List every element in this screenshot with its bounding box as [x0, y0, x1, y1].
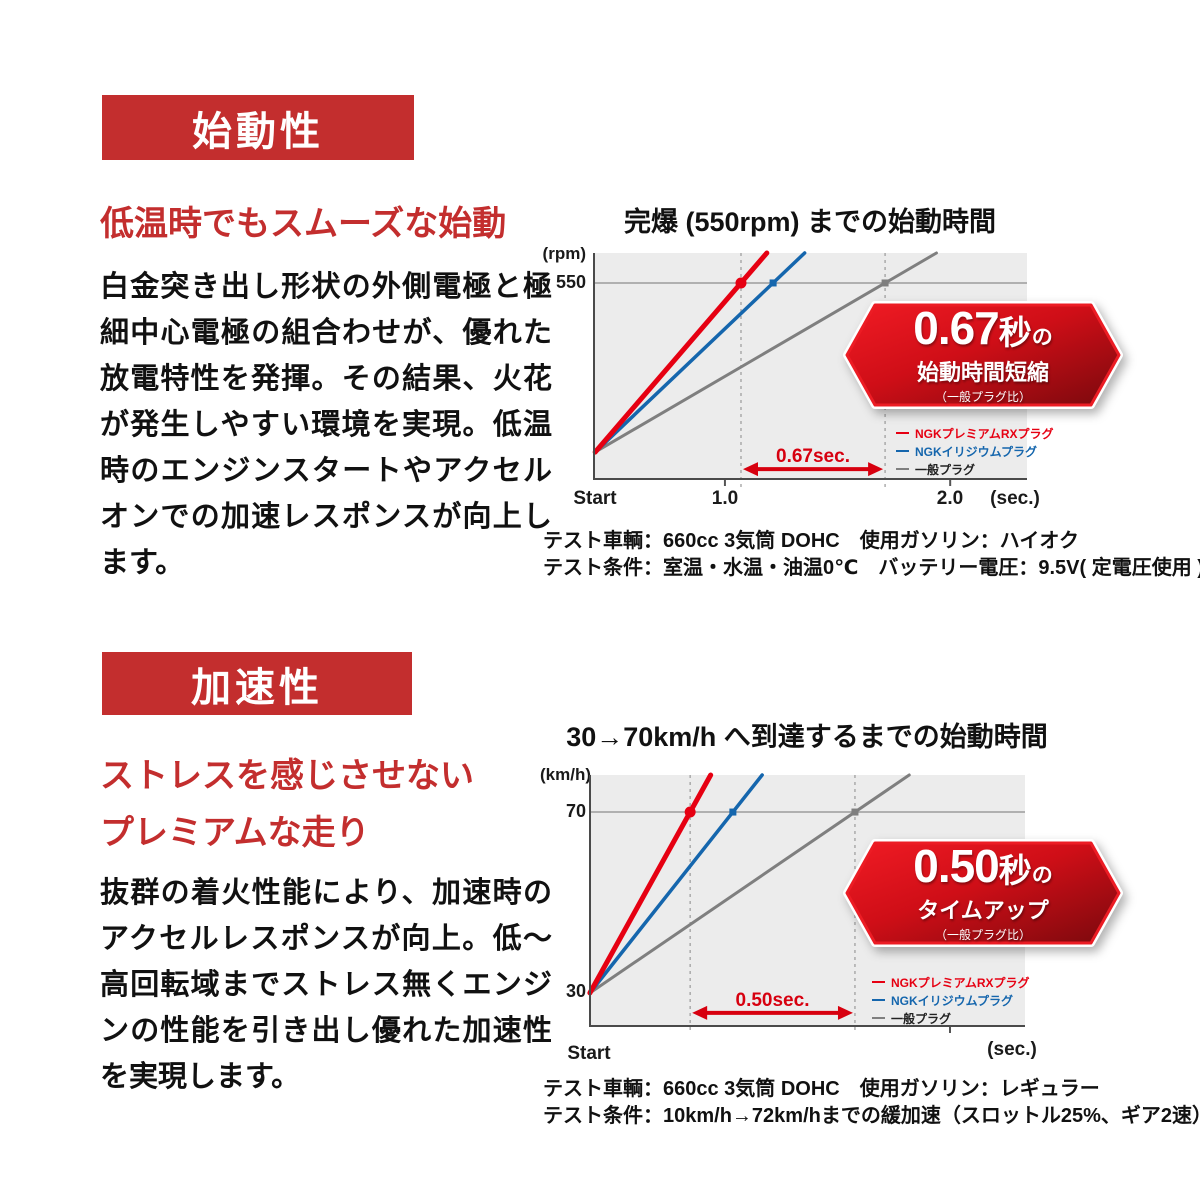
badge-caption: タイムアップ	[917, 897, 1049, 923]
y-axis-tick-70: 70	[565, 801, 586, 821]
legend-line-red	[872, 980, 885, 984]
hexagon-shape	[843, 301, 1123, 409]
legend-line-blue	[896, 449, 909, 453]
acceleration-section-badge: 加速性	[102, 652, 412, 715]
legend-item-standard: 一般プラグ	[872, 1009, 1030, 1027]
chart-canvas	[587, 772, 1025, 1034]
acceleration-chart: 30→70km/h へ到達するまでの始動時間 (km/h) 70 30 0.50…	[540, 715, 1200, 1150]
legend: NGKプレミアムRXプラグ NGKイリジウムプラグ 一般プラグ	[896, 424, 1054, 478]
legend-label: NGKイリジウムプラグ	[891, 993, 1013, 1008]
time-gap-label: 0.67sec.	[776, 446, 850, 467]
legend-label: 一般プラグ	[915, 462, 976, 477]
x-axis-unit: (sec.)	[987, 1039, 1037, 1060]
badge-unit: 秒	[998, 851, 1032, 889]
badge-unit: 秒	[998, 313, 1032, 351]
y-axis-tick-550: 550	[555, 272, 586, 292]
test-vehicle-note: テスト車輌：660cc 3気筒 DOHC 使用ガソリン：レギュラー	[543, 1078, 1100, 1100]
badge-number: 0.67	[913, 301, 1000, 354]
hexagon-shape	[843, 839, 1123, 947]
y-axis-unit: (rpm)	[542, 244, 586, 263]
legend-item-iridium: NGKイリジウムプラグ	[896, 442, 1054, 460]
test-conditions-note: テスト条件：10km/h→72km/hまでの緩加速（スロットル25%、ギア2速）	[543, 1105, 1200, 1127]
startability-description: 白金突き出し形状の外側電極と極細中心電極の組合わせが、優れた放電特性を発揮。その…	[100, 271, 552, 579]
badge-particle: の	[1031, 325, 1053, 349]
startability-heading: 低温時でもスムーズな始動	[100, 205, 507, 243]
legend-line-red	[896, 431, 909, 435]
x-axis-tick-2-0: 2.0	[936, 488, 964, 509]
x-axis-unit: (sec.)	[990, 488, 1040, 509]
badge-note: （一般プラグ比）	[934, 927, 1031, 942]
legend-label: NGKプレミアムRXプラグ	[915, 426, 1054, 441]
x-axis-tick-1-0: 1.0	[711, 488, 739, 509]
startability-chart: 完爆 (550rpm) までの始動時間 (rpm) 550 0.67sec. S…	[540, 200, 1200, 600]
legend-line-blue	[872, 998, 885, 1002]
x-axis-start-label: Start	[567, 1043, 611, 1064]
legend-label: NGKイリジウムプラグ	[915, 444, 1037, 459]
acceleration-heading-line2: プレミアムな走り	[100, 814, 370, 852]
time-gap-label: 0.50sec.	[735, 990, 810, 1011]
badge-text: 0.50 秒の タイムアップ （一般プラグ比）	[843, 837, 1123, 949]
chart-title: 完爆 (550rpm) までの始動時間	[623, 207, 997, 237]
legend-label: NGKプレミアムRXプラグ	[891, 975, 1030, 990]
time-up-badge: 0.50 秒の タイムアップ （一般プラグ比）	[843, 837, 1123, 949]
startability-section-badge: 始動性	[102, 95, 414, 160]
acceleration-description: 抜群の着火性能により、加速時のアクセルレスポンスが向上。低〜高回転域までストレス…	[100, 877, 552, 1093]
x-axis-start-label: Start	[573, 488, 617, 509]
badge-number: 0.50	[913, 839, 1000, 892]
acceleration-heading-line1: ストレスを感じさせない	[100, 757, 474, 795]
badge-caption: 始動時間短縮	[916, 359, 1049, 385]
badge-note: （一般プラグ比）	[934, 389, 1031, 404]
test-conditions-note: テスト条件：室温・水温・油温0℃ バッテリー電圧：9.5V( 定電圧使用 )	[543, 557, 1200, 579]
time-saving-badge: 0.67 秒の 始動時間短縮 （一般プラグ比）	[843, 299, 1123, 411]
legend-line-gray	[872, 1016, 885, 1020]
legend-item-iridium: NGKイリジウムプラグ	[872, 991, 1030, 1009]
acceleration-heading: ストレスを感じさせない プレミアムな走り	[100, 748, 474, 862]
badge-particle: の	[1031, 863, 1053, 887]
legend-item-premium-rx: NGKプレミアムRXプラグ	[872, 973, 1030, 991]
legend-item-standard: 一般プラグ	[896, 460, 1054, 478]
plot-area: 0.50sec.	[587, 772, 1025, 1034]
badge-text: 0.67 秒の 始動時間短縮 （一般プラグ比）	[843, 299, 1123, 411]
test-vehicle-note: テスト車輌：660cc 3気筒 DOHC 使用ガソリン：ハイオク	[543, 530, 1079, 552]
chart-title: 30→70km/h へ到達するまでの始動時間	[566, 722, 1048, 752]
legend-item-premium-rx: NGKプレミアムRXプラグ	[896, 424, 1054, 442]
legend-label: 一般プラグ	[891, 1011, 952, 1026]
y-axis-tick-30: 30	[565, 981, 586, 1001]
legend: NGKプレミアムRXプラグ NGKイリジウムプラグ 一般プラグ	[872, 973, 1030, 1027]
y-axis-unit: (km/h)	[540, 765, 591, 784]
legend-line-gray	[896, 467, 909, 471]
